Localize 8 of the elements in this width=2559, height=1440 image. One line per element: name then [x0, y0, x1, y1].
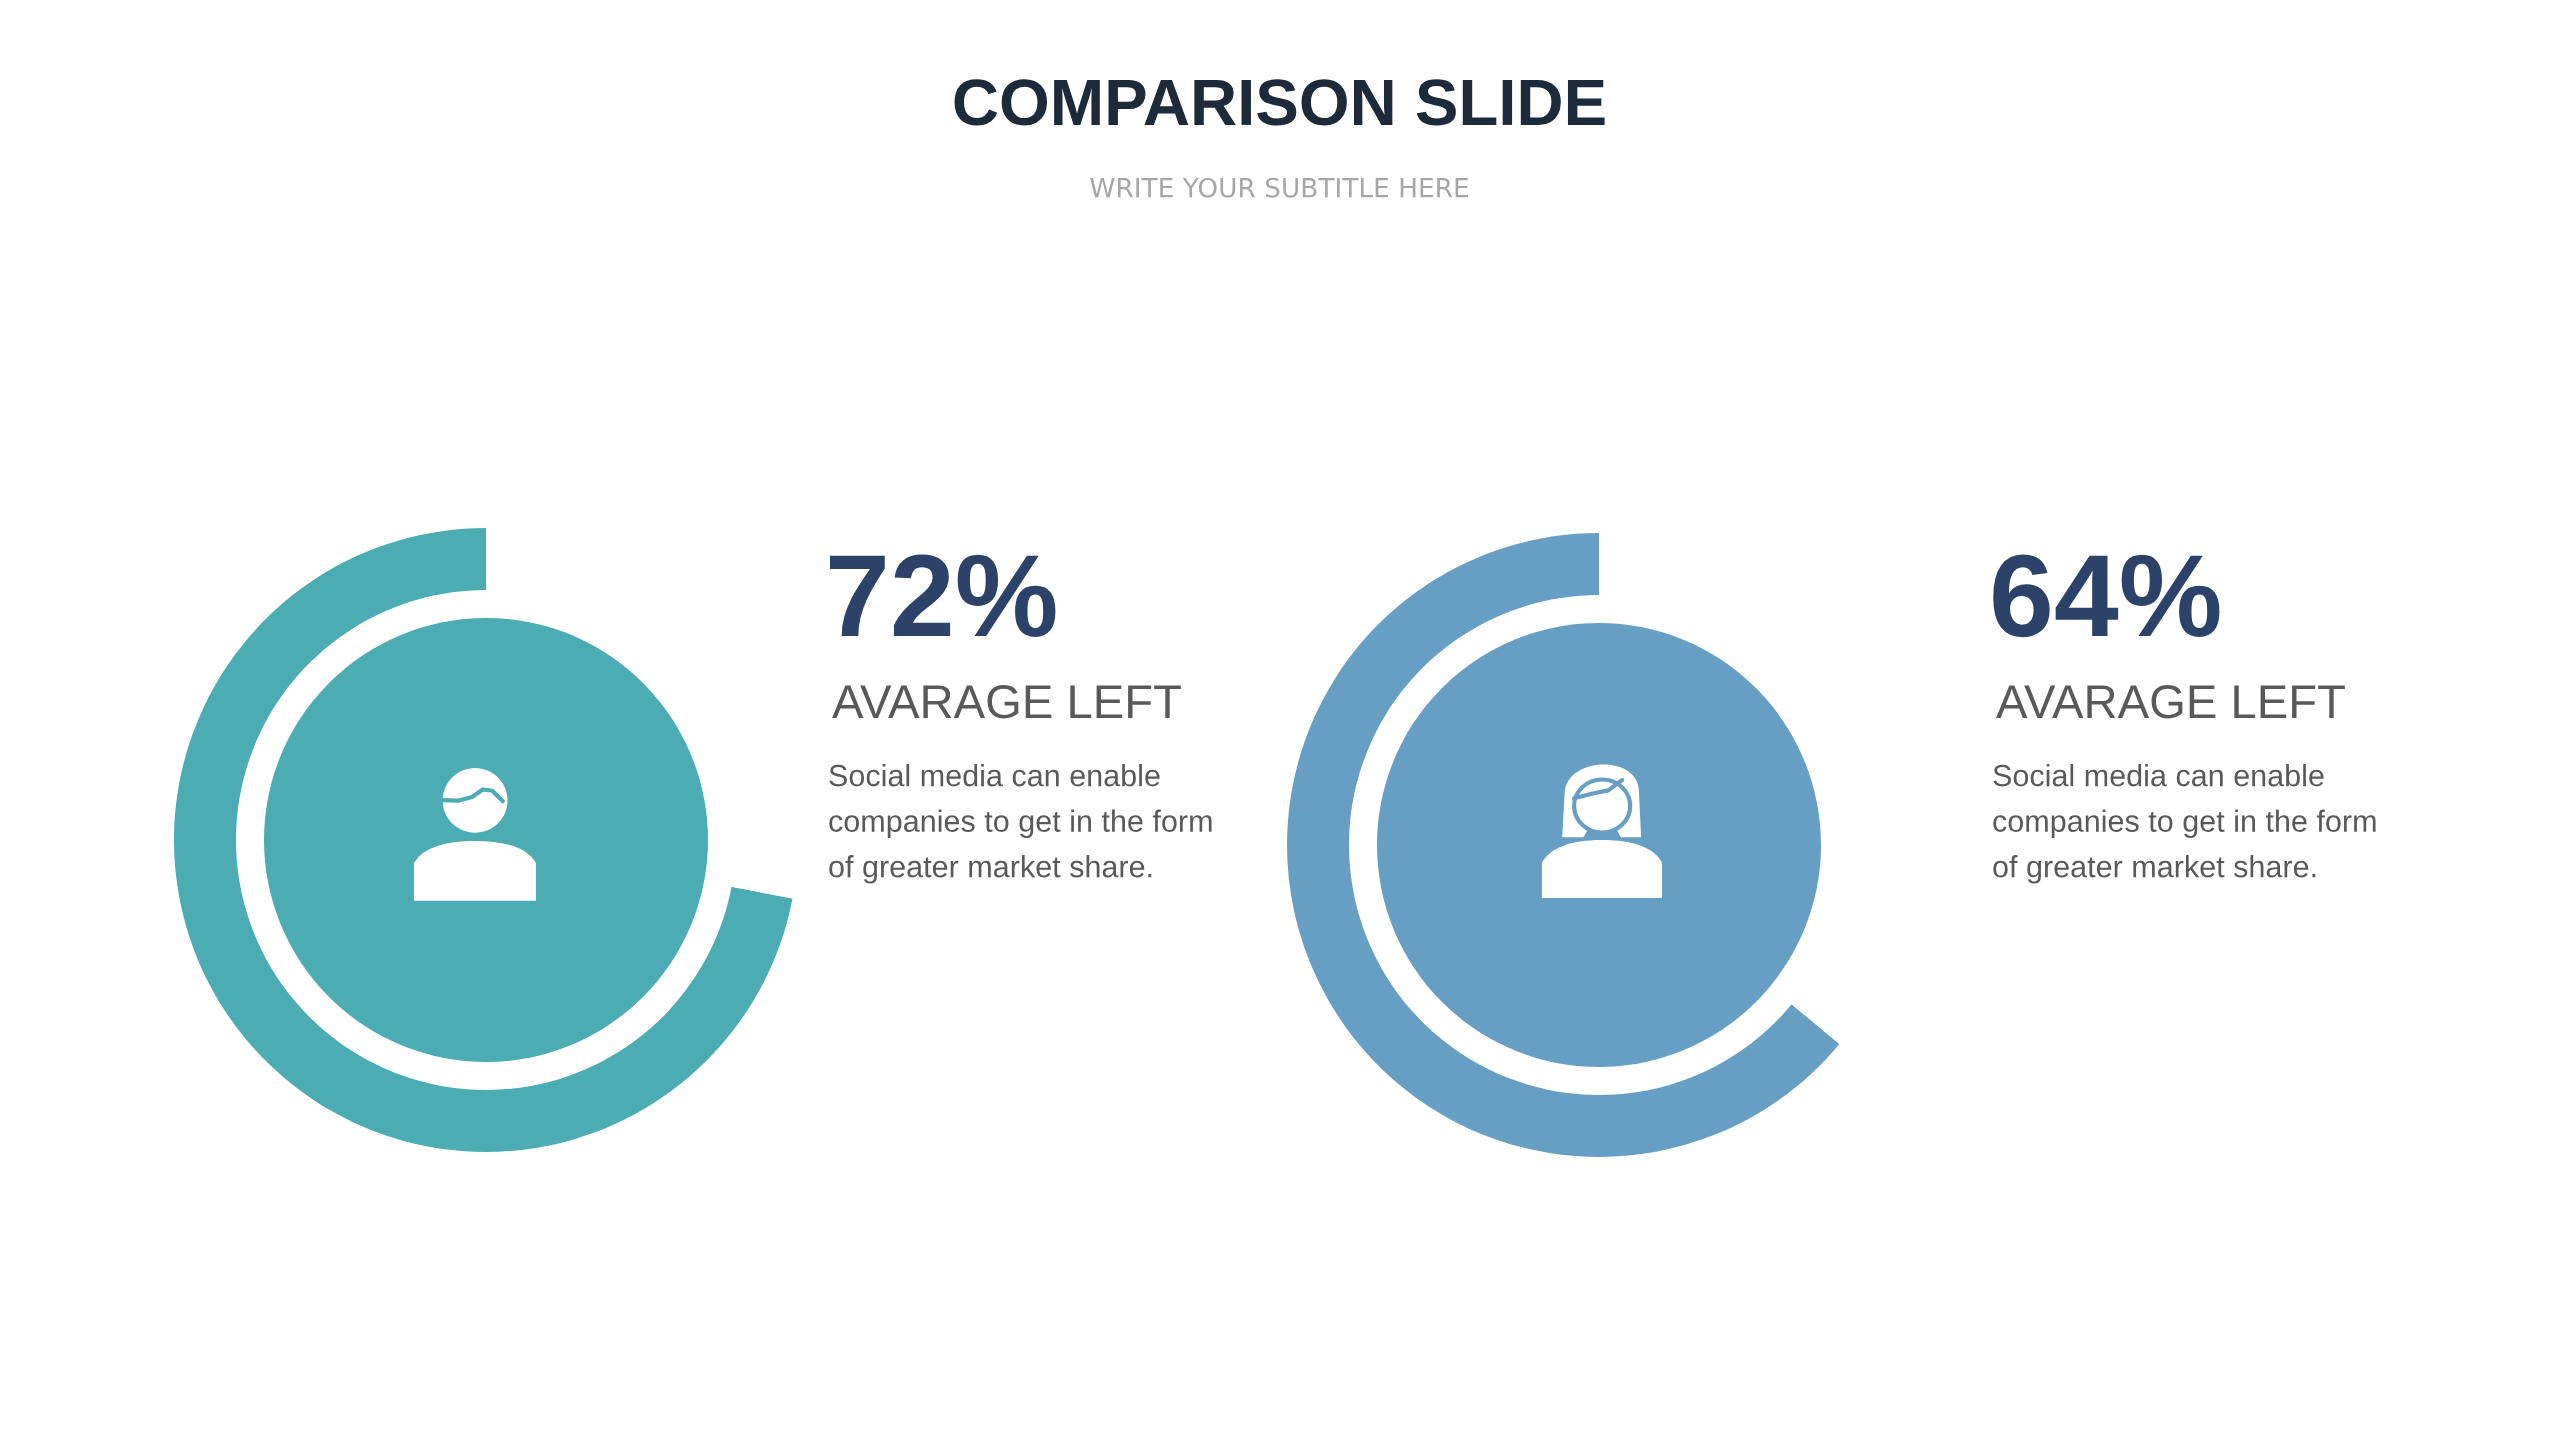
text: Social media can enable companies to get in the form of greater market share.: [1993, 764, 2376, 884]
text: 64%: [1993, 554, 2220, 638]
text: AVARAGE LEFT: [832, 685, 1181, 719]
text: WRITE YOUR SUBTITLE HERE: [1090, 177, 1468, 198]
text: 72%: [830, 554, 1056, 637]
text: COMPARISON SLIDE: [954, 79, 1605, 126]
text: AVARAGE LEFT: [1996, 685, 2345, 719]
text: Social media can enable companies to get in the form of greater market share.: [829, 764, 1212, 884]
